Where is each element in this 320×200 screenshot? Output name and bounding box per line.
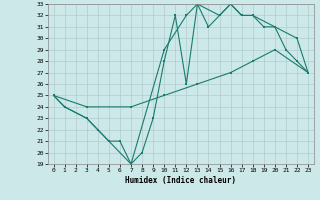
X-axis label: Humidex (Indice chaleur): Humidex (Indice chaleur) bbox=[125, 176, 236, 185]
